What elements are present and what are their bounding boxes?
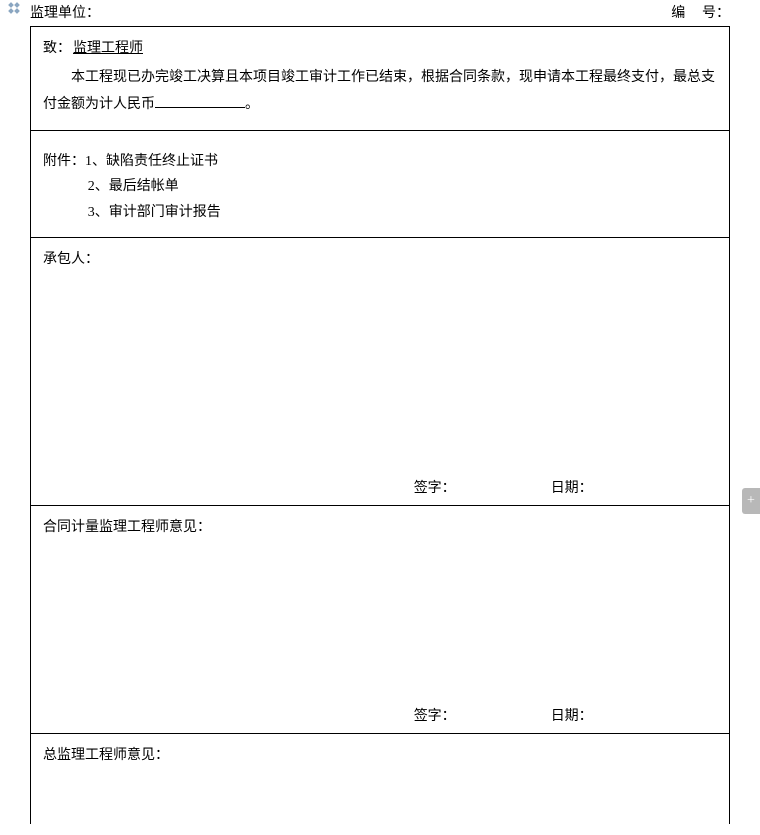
attachment-2: 2、最后结帐单 — [43, 174, 717, 199]
attachment-line-1: 附件：1、缺陷责任终止证书 — [43, 149, 717, 174]
plus-icon: + — [747, 493, 755, 509]
form-header-row: 监理单位： 编号： — [0, 0, 760, 26]
measure-sign-label: 签字： — [414, 705, 456, 725]
expand-tab-icon[interactable]: + — [742, 488, 760, 514]
contractor-section: 承包人： 签字： 日期： — [31, 238, 729, 506]
serial-number-label: 编号： — [671, 2, 730, 22]
attachments-section: 附件：1、缺陷责任终止证书 2、最后结帐单 3、审计部门审计报告 — [31, 131, 729, 238]
measure-sign-row: 签字： 日期： — [31, 705, 729, 725]
amount-blank[interactable] — [155, 94, 245, 108]
contractor-date-label: 日期： — [551, 477, 593, 497]
to-label: 致： — [43, 41, 71, 56]
attachments-label: 附件： — [43, 154, 85, 169]
to-line: 致：监理工程师 — [43, 37, 717, 63]
contractor-label: 承包人： — [43, 248, 717, 268]
chief-engineer-section: 总监理工程师意见： — [31, 734, 729, 824]
measure-engineer-label: 合同计量监理工程师意见： — [43, 516, 717, 536]
body-suffix: 。 — [245, 97, 259, 112]
attachment-1: 1、缺陷责任终止证书 — [85, 154, 218, 169]
chief-engineer-label: 总监理工程师意见： — [43, 744, 717, 764]
body-prefix: 本工程现已办完竣工决算且本项目竣工审计工作已结束，根据合同条款，现申请本工程最终… — [43, 70, 715, 112]
attachment-3: 3、审计部门审计报告 — [43, 200, 717, 225]
recipient-name: 监理工程师 — [71, 41, 145, 56]
supervisor-unit-label: 监理单位： — [30, 2, 100, 22]
measure-date-label: 日期： — [551, 705, 593, 725]
section-to: 致：监理工程师 本工程现已办完竣工决算且本项目竣工审计工作已结束，根据合同条款，… — [31, 27, 729, 131]
body-text: 本工程现已办完竣工决算且本项目竣工审计工作已结束，根据合同条款，现申请本工程最终… — [43, 63, 717, 120]
corner-decor-icon — [8, 2, 22, 16]
measure-engineer-section: 合同计量监理工程师意见： 签字： 日期： — [31, 506, 729, 734]
form-container: 致：监理工程师 本工程现已办完竣工决算且本项目竣工审计工作已结束，根据合同条款，… — [30, 26, 730, 824]
contractor-sign-label: 签字： — [414, 477, 456, 497]
contractor-sign-row: 签字： 日期： — [31, 477, 729, 497]
